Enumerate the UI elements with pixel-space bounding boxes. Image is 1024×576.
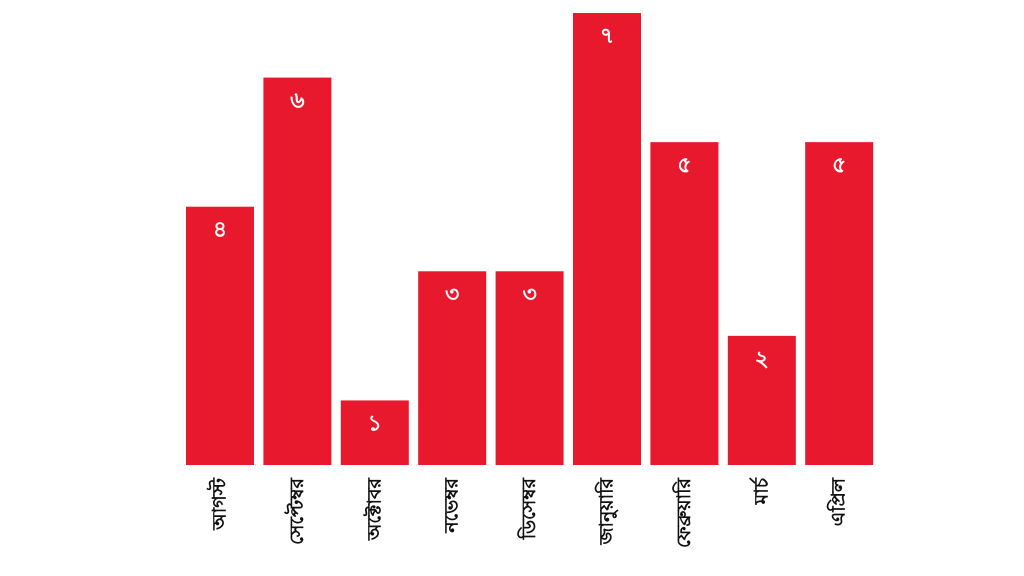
value-label: ৩ bbox=[522, 282, 536, 307]
value-label: ৫ bbox=[832, 153, 846, 178]
value-label: ২ bbox=[755, 347, 769, 372]
value-label: ৬ bbox=[290, 89, 304, 114]
bar bbox=[573, 13, 641, 465]
category-label: ফেব্রুয়ারি bbox=[672, 476, 695, 548]
bar bbox=[340, 400, 409, 465]
value-label: ৫ bbox=[677, 153, 691, 178]
category-label: সেপ্টেম্বর bbox=[284, 476, 308, 544]
bar bbox=[495, 271, 564, 465]
category-label: নভেম্বর bbox=[441, 476, 463, 533]
bar bbox=[650, 142, 719, 465]
value-label: ৪ bbox=[213, 218, 227, 243]
category-label: অক্টোবর bbox=[362, 476, 385, 541]
bar bbox=[186, 206, 254, 465]
bar bbox=[727, 335, 796, 465]
bar bbox=[418, 271, 487, 465]
category-label: আগস্ট bbox=[207, 477, 231, 531]
category-label: মার্চ bbox=[749, 477, 773, 506]
category-label: এপ্রিল bbox=[827, 477, 850, 526]
category-label: ডিসেম্বর bbox=[517, 476, 540, 540]
category-label: জানুয়ারি bbox=[595, 476, 619, 545]
value-label: ১ bbox=[368, 411, 382, 436]
value-label: ৭ bbox=[600, 24, 614, 49]
bar bbox=[263, 77, 332, 466]
value-label: ৩ bbox=[445, 282, 459, 307]
bar bbox=[805, 142, 874, 465]
